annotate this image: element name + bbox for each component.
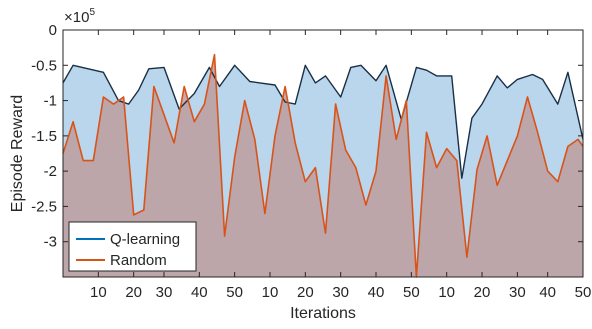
y-exponent-power: 5 [89,7,95,18]
x-tick-label: 20 [125,284,142,301]
x-tick-label: 40 [191,284,208,301]
x-tick-label: 20 [297,284,314,301]
legend-label-q-learning: Q-learning [110,231,180,248]
y-tick-label: -3 [44,234,57,251]
x-tick-label: 50 [575,284,592,301]
x-tick-label: 30 [332,284,349,301]
y-axis-label: Episode Reward [9,95,26,212]
y-axis-exponent: ×105 [64,7,95,26]
x-tick-label: 30 [156,284,173,301]
legend-label-random: Random [110,252,167,269]
x-tick-label: 50 [403,284,420,301]
x-tick-label: 40 [539,284,556,301]
y-exponent-base: ×10 [64,9,89,26]
x-tick-label: 10 [90,284,107,301]
y-tick-label: -1.5 [31,128,57,145]
x-tick-label: 20 [474,284,491,301]
x-tick-label: 30 [509,284,526,301]
y-tick-label: -2 [44,163,57,180]
plot-frame [62,29,584,278]
x-tick-label: 40 [368,284,385,301]
legend: Q-learning Random [68,221,197,272]
legend-box [68,221,197,272]
x-axis-ticks: 10 20 30 40 50 10 20 30 40 50 10 20 30 40 50 [90,30,591,301]
y-tick-label: -2.5 [31,198,57,215]
x-axis-label: Iterations [290,305,356,322]
y-axis-ticks: 0 -0.5 -1 -1.5 -2 -2.5 -3 [31,22,583,251]
line-random [62,53,584,278]
x-tick-label: 50 [226,284,243,301]
x-tick-label: 10 [438,284,455,301]
line-q-learning [62,64,584,179]
x-tick-label: 10 [262,284,279,301]
area-random [63,54,583,278]
y-tick-label: -1 [44,93,57,110]
y-tick-label: 0 [49,22,57,39]
y-tick-label: -0.5 [31,57,57,74]
series-lines [62,53,584,278]
